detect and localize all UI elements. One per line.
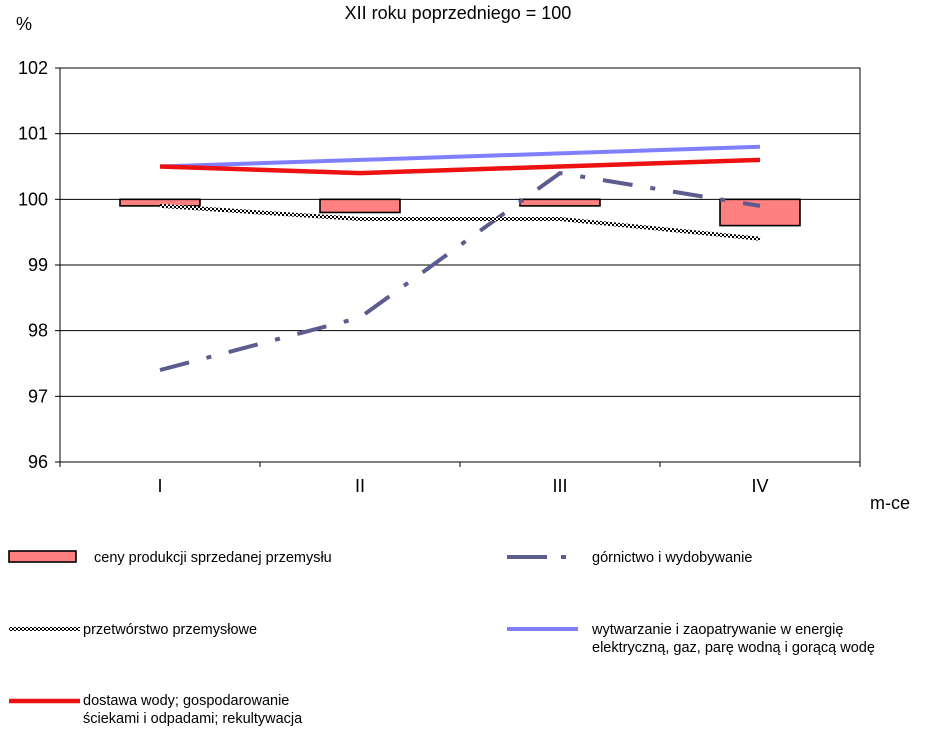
x-axis-label: m-ce bbox=[870, 493, 910, 513]
bar-IV bbox=[719, 198, 801, 227]
series-line-1 bbox=[159, 203, 761, 241]
series-line-0 bbox=[159, 170, 761, 373]
y-tick-label: 96 bbox=[28, 452, 48, 472]
x-tick-label: II bbox=[355, 476, 365, 496]
x-tick-label: I bbox=[157, 476, 162, 496]
y-tick-label: 99 bbox=[28, 255, 48, 275]
y-tick-label: 102 bbox=[18, 58, 48, 78]
y-axis-label: % bbox=[16, 14, 32, 34]
bar-III bbox=[519, 198, 601, 207]
series-line-3 bbox=[159, 157, 761, 176]
legend-label-mining: górnictwo i wydobywanie bbox=[592, 550, 753, 566]
y-tick-label: 98 bbox=[28, 321, 48, 341]
chart-title: XII roku poprzedniego = 100 bbox=[345, 3, 572, 23]
y-tick-label: 100 bbox=[18, 189, 48, 209]
legend-label-water: dostawa wody; gospodarowanie ściekami i … bbox=[83, 693, 303, 727]
x-tick-label: III bbox=[552, 476, 567, 496]
series-line-2 bbox=[159, 144, 761, 169]
bar-I bbox=[119, 198, 201, 207]
legend-label-energy: wytwarzanie i zaopatrywanie w energię el… bbox=[592, 622, 875, 656]
legend-label-manufacturing: przetwórstwo przemysłowe bbox=[83, 622, 258, 638]
y-tick-label: 101 bbox=[18, 124, 48, 144]
bar-II bbox=[319, 198, 401, 214]
legend-label-prices: ceny produkcji sprzedanej przemysłu bbox=[94, 550, 332, 566]
x-tick-label: IV bbox=[751, 476, 768, 496]
y-tick-label: 97 bbox=[28, 386, 48, 406]
legend-swatch-prices bbox=[8, 550, 77, 563]
